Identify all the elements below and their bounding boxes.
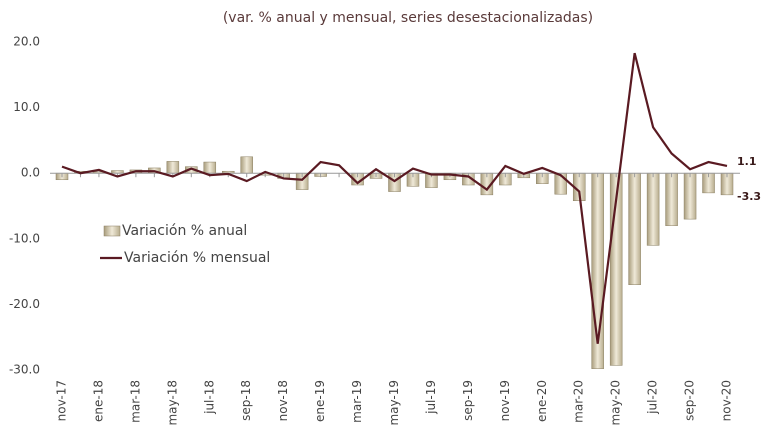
x-tick-label: sep-18 xyxy=(239,380,253,421)
chart-title: (var. % anual y mensual, series desestac… xyxy=(223,10,593,26)
x-tick-label: jul-18 xyxy=(202,380,216,415)
x-tick-label: mar-19 xyxy=(350,380,364,423)
y-tick-label: 20.0 xyxy=(13,35,40,49)
x-tick-label: sep-19 xyxy=(461,380,475,421)
bar xyxy=(240,156,253,174)
legend-swatch xyxy=(103,225,121,237)
x-tick-label: ene-18 xyxy=(91,380,105,422)
x-tick-label: ene-20 xyxy=(535,380,549,422)
x-tick-label: nov-20 xyxy=(720,380,734,421)
legend-label: Variación % mensual xyxy=(124,250,270,266)
bar xyxy=(646,172,660,246)
x-tick-label: may-19 xyxy=(387,380,401,426)
y-tick-label: -10.0 xyxy=(9,231,40,245)
x-tick-label: mar-18 xyxy=(128,380,142,423)
x-tick-label: jul-19 xyxy=(424,380,438,415)
x-tick-label: nov-17 xyxy=(55,380,69,421)
bar xyxy=(665,172,678,226)
bar xyxy=(203,161,217,174)
x-tick-label: may-20 xyxy=(609,380,623,426)
value-label: 1.1 xyxy=(737,155,757,168)
x-tick-label: may-18 xyxy=(165,380,179,426)
value-label: -3.3 xyxy=(737,190,761,203)
legend-label: Variación % anual xyxy=(122,223,247,239)
line xyxy=(61,52,728,344)
x-tick-label: ene-19 xyxy=(313,380,327,422)
bar xyxy=(166,161,180,174)
bar xyxy=(683,172,697,220)
y-tick-label: 0.0 xyxy=(21,166,40,180)
x-tick-label: sep-20 xyxy=(683,380,697,421)
x-tick-label: jul-20 xyxy=(646,380,660,415)
y-tick-label: -20.0 xyxy=(9,297,40,311)
y-tick-label: 10.0 xyxy=(13,100,40,114)
x-tick-label: mar-20 xyxy=(572,380,586,423)
y-tick-label: -30.0 xyxy=(9,363,40,377)
bar xyxy=(628,172,641,285)
x-tick-label: nov-19 xyxy=(498,380,512,421)
x-tick-label: nov-18 xyxy=(276,380,290,421)
